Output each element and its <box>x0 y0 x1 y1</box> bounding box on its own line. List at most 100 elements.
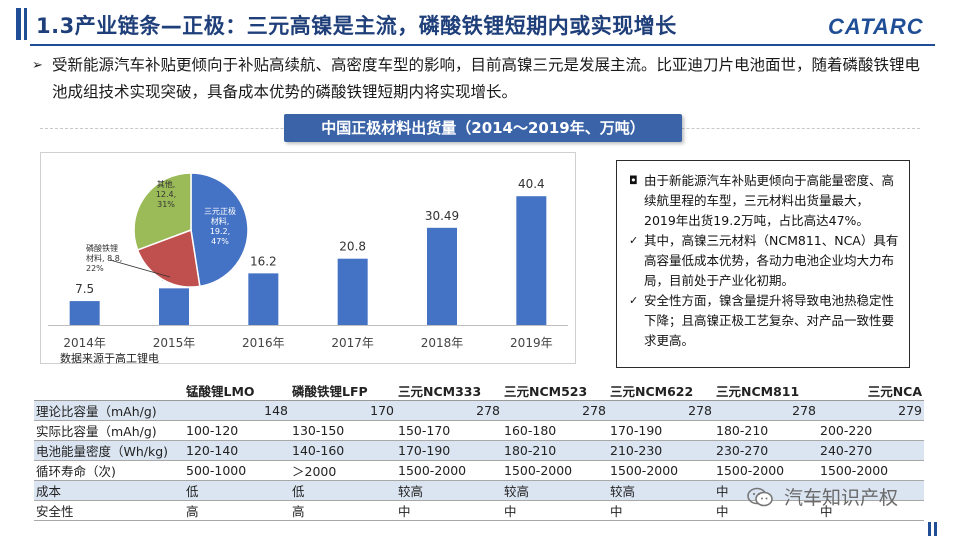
title-accent-bar <box>16 8 21 40</box>
bar-2017年 <box>337 258 368 325</box>
intro-text: 受新能源汽车补贴更倾向于补贴高续航、高密度车型的影响，目前高镍三元是发展主流。比… <box>52 56 921 101</box>
table-cell <box>818 480 924 501</box>
side-note-item: ✓ 安全性方面，镍含量提升将导致电池热稳定性下降；且高镍正极工艺复杂、对产品一致… <box>629 291 899 351</box>
table-cell: 1500-2000 <box>714 460 818 481</box>
table-cell: 180-210 <box>502 440 608 461</box>
table-cell: 1500-2000 <box>818 460 924 481</box>
watermark: 汽车知识产权 <box>746 483 898 510</box>
table-cell: 中 <box>818 500 924 521</box>
table-cell: 100-120 <box>184 420 290 441</box>
x-tick-label: 2014年 <box>63 336 106 350</box>
bar-2014年 <box>69 301 100 325</box>
title-rule <box>30 44 935 46</box>
table-cell: 230-270 <box>714 440 818 461</box>
x-tick-label: 2017年 <box>331 336 374 350</box>
pie-label-line: 22% <box>86 264 104 273</box>
x-tick-label: 2018年 <box>421 336 464 350</box>
table-row: 安全性高高中中中中中 <box>34 500 924 521</box>
table-cell: 120-140 <box>184 440 290 461</box>
table-cell: 较高 <box>608 480 714 501</box>
pie-label-line: 47% <box>211 237 229 246</box>
pie-slice <box>133 172 192 251</box>
table-cell: 200-220 <box>818 420 924 441</box>
row-label-cell: 电池能量密度（Wh/kg) <box>34 440 184 461</box>
table-cell: 中 <box>714 480 818 501</box>
table-cell: 278 <box>608 400 714 421</box>
shipment-chart: 7.52014年11.52015年16.22016年20.82017年30.49… <box>40 152 576 364</box>
table-cell: 278 <box>502 400 608 421</box>
pie-leader-line <box>109 259 171 278</box>
table-header-cell: 三元NCM333 <box>396 381 502 401</box>
table-cell: 1500-2000 <box>502 460 608 481</box>
side-note-text: 其中，高镍三元材料（NCM811、NCA）具有高容量低成本优势，各动力电池企业均… <box>644 233 899 288</box>
table-header-cell: 三元NCM811 <box>714 381 818 401</box>
square-bullet-icon: ◘ <box>629 174 638 187</box>
table-cell: 140-160 <box>290 440 396 461</box>
table-cell: 中 <box>396 500 502 521</box>
side-note-text: 由于新能源汽车补贴更倾向于高能量密度、高续航里程的车型，三元材料出货量最大，20… <box>644 173 895 228</box>
catarc-logo: CATARC <box>828 14 924 39</box>
bar-2018年 <box>427 227 457 325</box>
table-cell: 278 <box>714 400 818 421</box>
bars-layer: 7.52014年11.52015年16.22016年20.82017年30.49… <box>48 177 568 350</box>
table-cell: 210-230 <box>608 440 714 461</box>
table-cell: 160-180 <box>502 420 608 441</box>
x-tick-label: 2016年 <box>242 336 285 350</box>
table-cell: 中 <box>502 500 608 521</box>
pie-label-line: 其他, <box>157 179 176 189</box>
table-header-cell: 磷酸铁锂LFP <box>290 381 396 401</box>
chart-border <box>40 152 576 364</box>
pie-label-line: 31% <box>157 200 175 209</box>
table-cell: 279 <box>818 400 924 421</box>
bar-2015年 <box>159 288 189 325</box>
title-bar: 1.3产业链条—正极：三元高镍是主流，磷酸铁锂短期内或实现增长 CATARC <box>0 0 960 50</box>
watermark-text: 汽车知识产权 <box>784 487 899 509</box>
intro-paragraph: ➢ 受新能源汽车补贴更倾向于补贴高续航、高密度车型的影响，目前高镍三元是发展主流… <box>32 52 932 106</box>
table-header-cell: 三元NCM523 <box>502 381 608 401</box>
table-cell: 低 <box>290 480 396 501</box>
source-note: 数据来源于高工锂电 <box>60 352 159 365</box>
table-cell: 低 <box>184 480 290 501</box>
side-note-text: 安全性方面，镍含量提升将导致电池热稳定性下降；且高镍正极工艺复杂、对产品一致性要… <box>644 293 895 348</box>
pie-label-line: 19.2, <box>210 227 230 236</box>
pie-slice-label: 三元正极材料, 19.2, 47% <box>204 206 236 246</box>
table-row: 理论比容量（mAh/g) 148 170 278 278 278 278 279 <box>34 400 924 421</box>
table-cell: 高 <box>290 500 396 521</box>
table-cell: 500-1000 <box>184 460 290 481</box>
row-label-cell: 理论比容量（mAh/g) <box>34 400 184 421</box>
table-cell: 170-190 <box>608 420 714 441</box>
table-row: 电池能量密度（Wh/kg) 120-140 140-160 170-190 180-21… <box>34 440 924 461</box>
table-cell: 中 <box>608 500 714 521</box>
row-label-cell: 循环寿命（次) <box>34 460 184 481</box>
table-cell: 较高 <box>396 480 502 501</box>
table-cell: 中 <box>714 500 818 521</box>
bar-value-label: 7.5 <box>75 282 94 296</box>
side-notes-panel: ◘ 由于新能源汽车补贴更倾向于高能量密度、高续航里程的车型，三元材料出货量最大，… <box>616 160 910 368</box>
table-header-cell <box>34 381 184 401</box>
page-title: 1.3产业链条—正极：三元高镍是主流，磷酸铁锂短期内或实现增长 <box>36 14 677 38</box>
table-header-cell: 三元NCA <box>818 381 924 401</box>
page-marker-bar <box>934 522 937 536</box>
table-body: 理论比容量（mAh/g) 148 170 278 278 278 278 279 实际比容量（m… <box>34 400 924 521</box>
table-cell: 130-150 <box>290 420 396 441</box>
table-cell: 240-270 <box>818 440 924 461</box>
table-cell: 较高 <box>502 480 608 501</box>
bar-2016年 <box>248 273 279 325</box>
table-header-cell: 锰酸锂LMO <box>184 381 290 401</box>
pie-label-line: 磷酸铁锂 <box>86 243 118 253</box>
arrow-bullet-icon: ➢ <box>32 58 43 73</box>
table-cell: 148 <box>184 400 290 421</box>
table-header-cell: 三元NCM622 <box>608 381 714 401</box>
table-cell: 170 <box>290 400 396 421</box>
cathode-spec-table: 锰酸锂LMO 磷酸铁锂LFP 三元NCM333 三元NCM523 三元NCM62… <box>34 381 924 521</box>
table-row: 成本低低较高 较高 较高中 <box>34 480 924 501</box>
pie-slice-label: 其他, 12.4, 31% <box>156 179 176 209</box>
row-label-cell: 安全性 <box>34 500 184 521</box>
pie-label-line: 材料, 8.8, <box>86 253 122 263</box>
table-cell: 1500-2000 <box>608 460 714 481</box>
table-row: 实际比容量（mAh/g) 100-120 130-150 150-170 160-180… <box>34 420 924 441</box>
side-note-item: ◘ 由于新能源汽车补贴更倾向于高能量密度、高续航里程的车型，三元材料出货量最大，… <box>629 171 899 231</box>
table-cell: ＞2000 <box>290 460 396 481</box>
title-accent-bar-thin <box>24 8 27 40</box>
table-cell: 180-210 <box>714 420 818 441</box>
